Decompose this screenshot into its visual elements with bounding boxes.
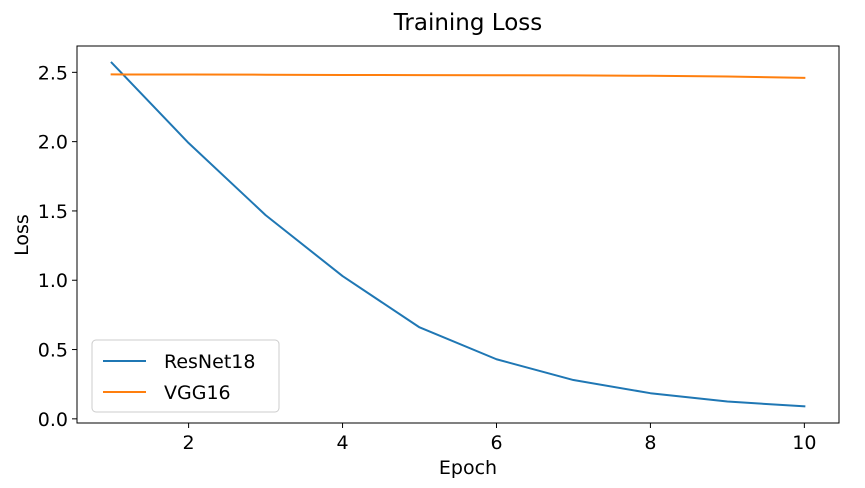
axis-ticks: 2 4 6 8 10 0.0 0.5 1.0 1.5 2.0 2.5 bbox=[38, 62, 817, 454]
plot-frame bbox=[76, 45, 840, 424]
x-tick-label: 10 bbox=[792, 432, 816, 454]
x-axis-label: Epoch bbox=[439, 457, 497, 479]
series-line-resnet18 bbox=[110, 61, 806, 408]
legend-label-vgg16: VGG16 bbox=[164, 382, 231, 404]
y-tick-label: 2.5 bbox=[38, 62, 68, 84]
plot-area bbox=[110, 61, 806, 408]
legend-label-resnet18: ResNet18 bbox=[164, 351, 255, 373]
series-line-vgg16 bbox=[110, 73, 806, 79]
x-tick-label: 2 bbox=[183, 432, 195, 454]
y-tick-label: 0.5 bbox=[38, 340, 68, 362]
y-tick-label: 1.0 bbox=[38, 270, 68, 292]
y-tick-label: 1.5 bbox=[38, 201, 68, 223]
x-tick-label: 6 bbox=[490, 432, 502, 454]
x-tick-label: 8 bbox=[644, 432, 656, 454]
x-tick-label: 4 bbox=[336, 432, 348, 454]
legend: ResNet18 VGG16 bbox=[91, 339, 280, 413]
chart-title: Training Loss bbox=[393, 10, 543, 36]
y-axis-label: Loss bbox=[11, 214, 33, 256]
y-tick-label: 2.0 bbox=[38, 132, 68, 154]
y-tick-label: 0.0 bbox=[38, 409, 68, 431]
legend-box bbox=[91, 339, 280, 413]
